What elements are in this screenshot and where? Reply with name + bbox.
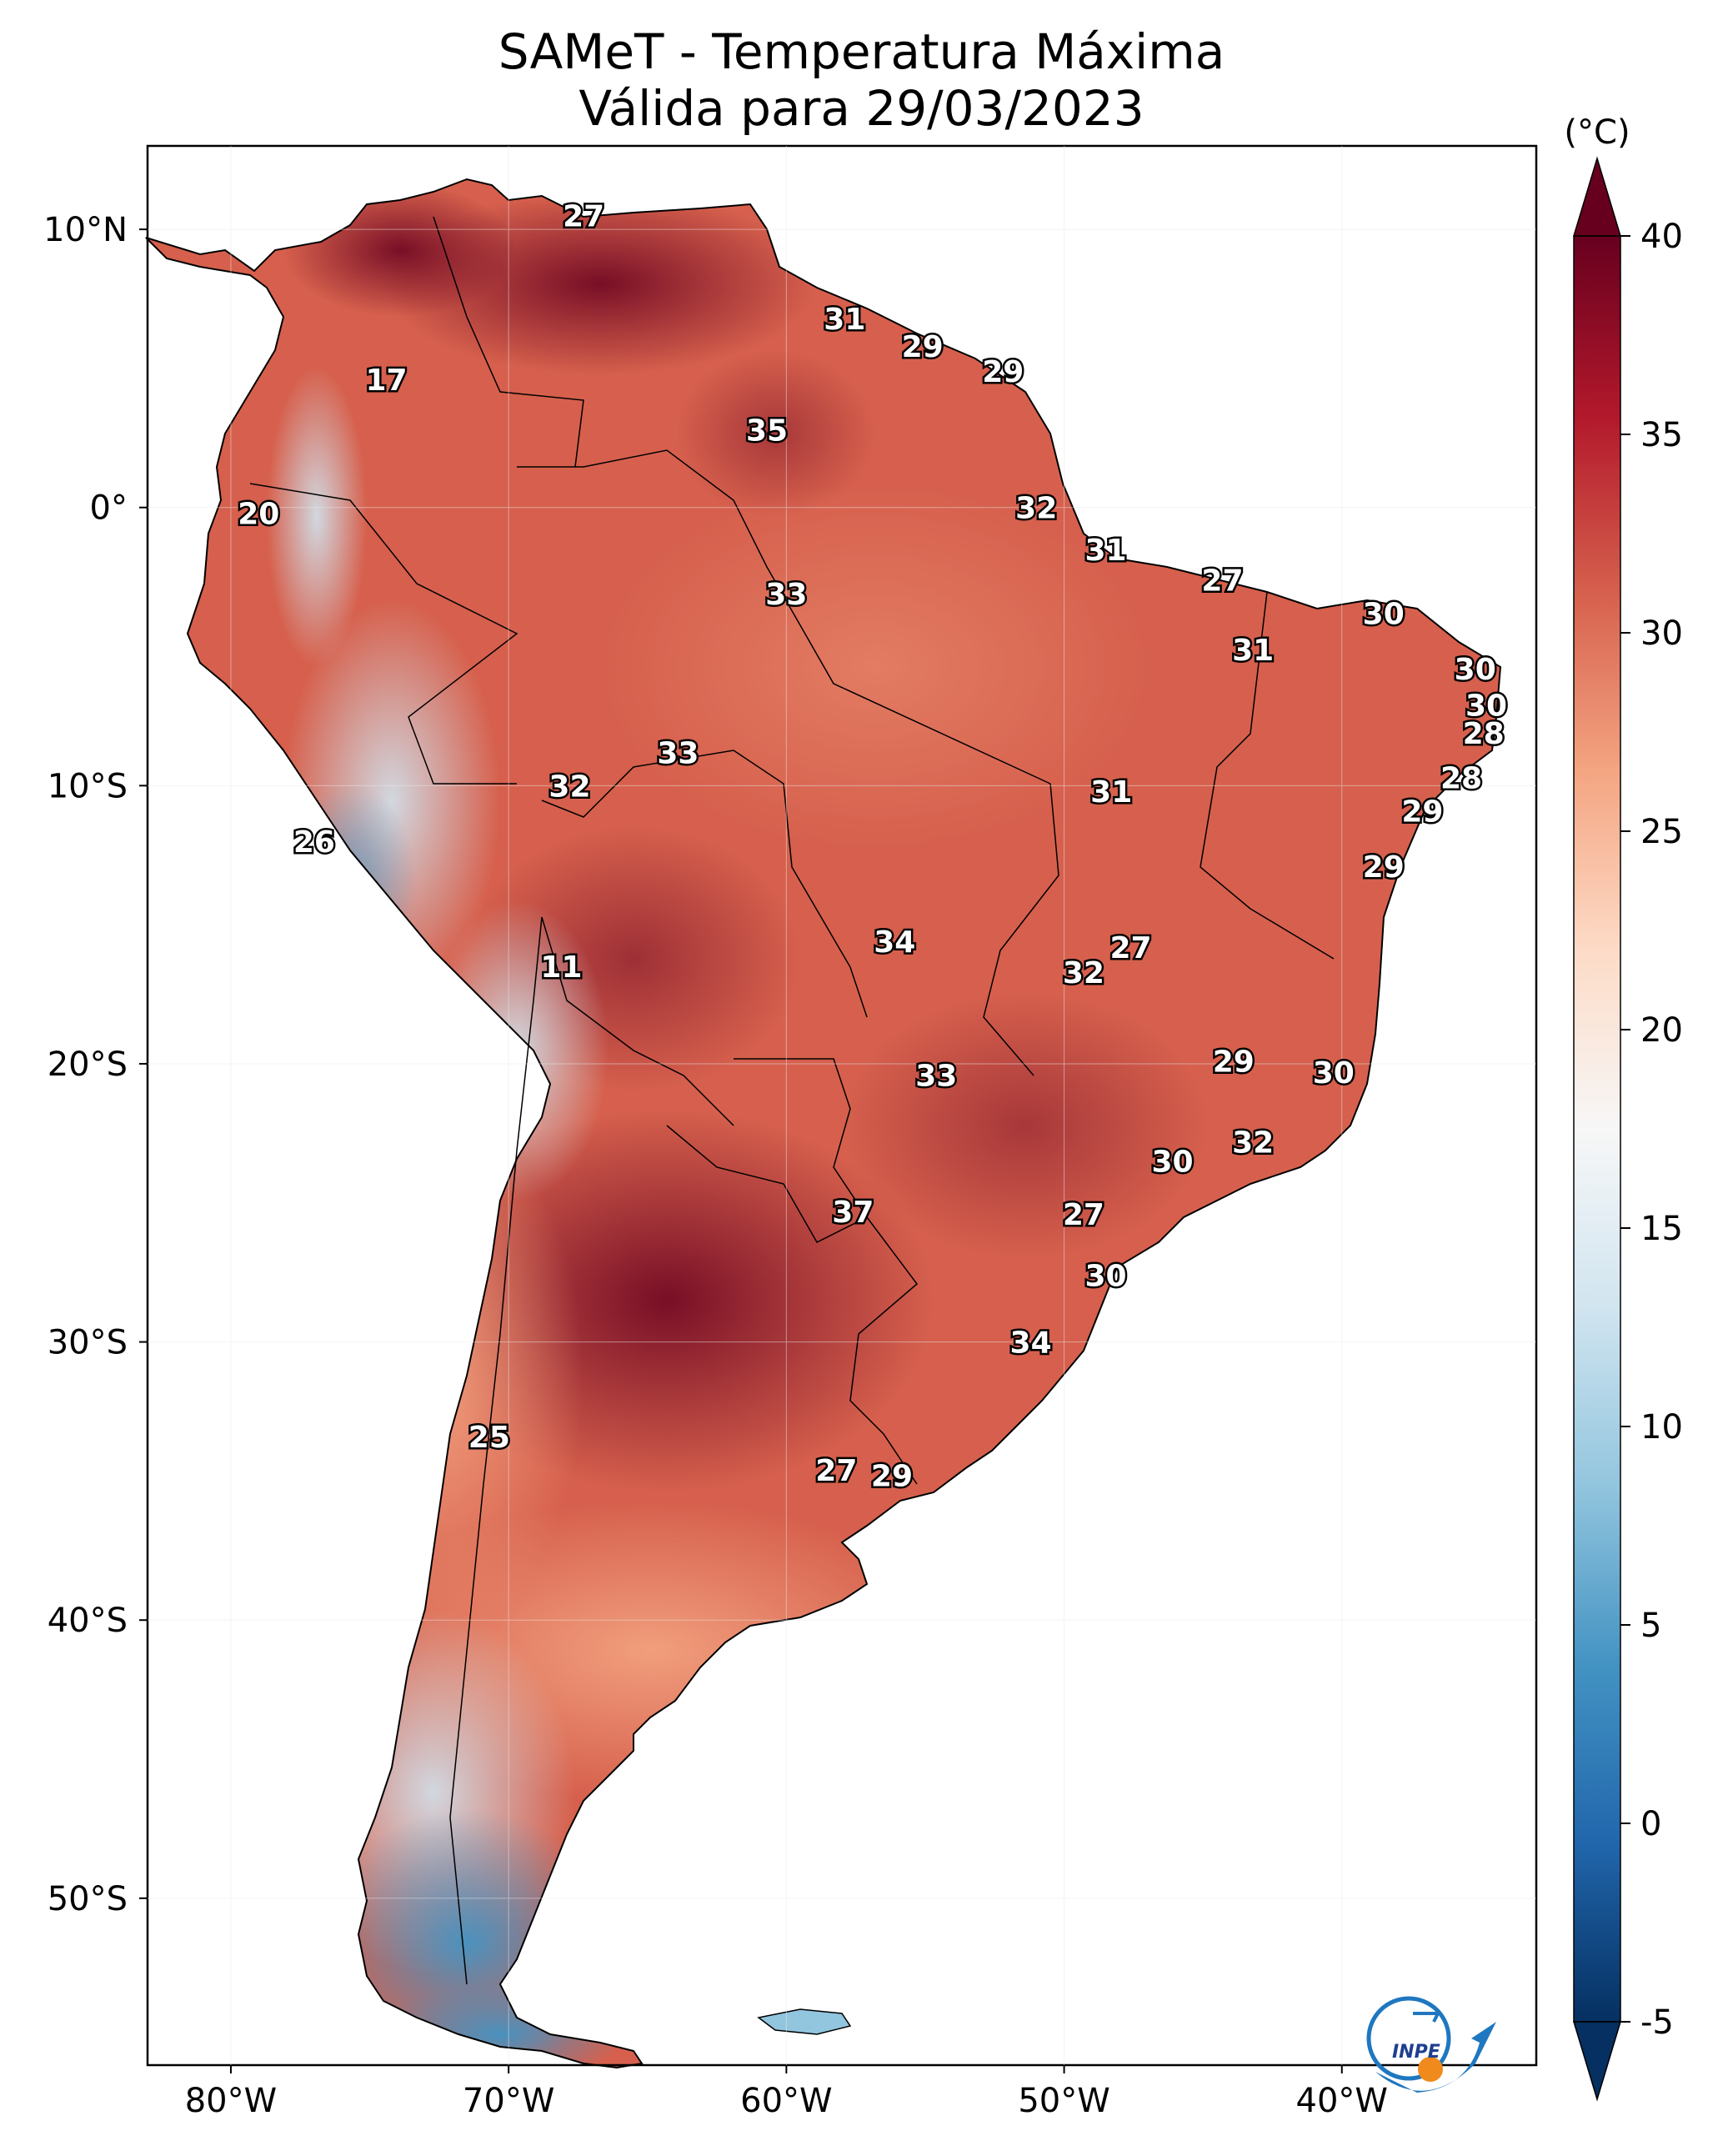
colorbar-tick-label: 20 <box>1640 1011 1683 1050</box>
colorbar-fill <box>1574 236 1620 2022</box>
lon-tick-label: 40°W <box>1296 2082 1388 2120</box>
lon-tick-label: 80°W <box>185 2082 277 2120</box>
station-temperature-label: 27 <box>1063 1198 1104 1232</box>
station-temperature-label: 33 <box>915 1059 957 1093</box>
station-temperature-label: 17 <box>365 364 407 398</box>
station-temperature-label: 35 <box>746 414 788 448</box>
colorbar-max-arrow <box>1572 156 1622 237</box>
station-temperature-label: 29 <box>1363 850 1405 885</box>
station-temperature-label: 29 <box>982 355 1024 389</box>
station-temperature-label: 27 <box>815 1454 857 1488</box>
station-temperature-label: 34 <box>1010 1326 1052 1361</box>
station-temperature-label: 31 <box>1232 634 1274 668</box>
colorbar-unit: (°C) <box>1564 113 1630 152</box>
logo-text: INPE <box>1392 2042 1440 2063</box>
logo-dot <box>1418 2057 1443 2082</box>
colorbar-tick-label: -5 <box>1640 2003 1674 2042</box>
lon-tick-label: 70°W <box>463 2082 554 2120</box>
map-subtitle: Válida para 29/03/2023 <box>579 80 1144 137</box>
lat-tick-label: 0° <box>90 489 128 528</box>
station-temperature-label: 20 <box>238 497 279 531</box>
lat-tick-label: 10°N <box>43 211 128 249</box>
station-temperature-label: 26 <box>293 825 335 860</box>
lat-tick-label: 10°S <box>48 767 128 805</box>
station-temperature-label: 29 <box>1213 1045 1255 1080</box>
colorbar-tick-label: 35 <box>1640 416 1683 454</box>
station-temperature-label: 31 <box>824 303 865 337</box>
station-temperature-label: 29 <box>1401 795 1443 829</box>
map-gridlines <box>148 146 1536 2065</box>
colorbar-tick-label: 15 <box>1640 1210 1683 1248</box>
station-temperature-label: 31 <box>1090 775 1132 810</box>
station-temperature-label: 27 <box>1109 931 1151 965</box>
station-temperature-label: 25 <box>468 1421 510 1455</box>
station-temperature-label: 34 <box>874 925 915 960</box>
station-temperature-label: 33 <box>657 736 699 770</box>
station-temperature-label: 28 <box>1463 717 1505 751</box>
station-temperature-label: 28 <box>1440 761 1482 795</box>
lat-tick-label: 40°S <box>48 1602 128 1640</box>
station-temperature-label: 32 <box>1015 492 1057 526</box>
station-temperature-label: 30 <box>1313 1056 1355 1091</box>
colorbar-ticks: 40 35 30 25 20 15 10 5 0 -5 <box>1620 218 1683 2042</box>
colorbar-tick-label: 0 <box>1640 1805 1661 1843</box>
longitude-axis: 80°W 70°W 60°W 50°W 40°W <box>185 2065 1388 2120</box>
map-border <box>146 144 1538 2067</box>
colorbar-outline <box>1573 235 1621 2023</box>
colorbar: 40 35 30 25 20 15 10 5 0 -5 (°C) <box>1564 113 1683 2102</box>
map-title: SAMeT - Temperatura Máxima <box>498 23 1225 80</box>
station-temperature-label: 30 <box>1084 1260 1126 1294</box>
station-temperature-label: 32 <box>1063 956 1104 990</box>
station-temperature-label: 30 <box>1465 689 1507 724</box>
lat-tick-label: 30°S <box>48 1324 128 1362</box>
lon-tick-label: 50°W <box>1018 2082 1109 2120</box>
colorbar-tick-label: 40 <box>1640 218 1683 256</box>
falkland-islands <box>757 2008 852 2035</box>
lat-tick-label: 50°S <box>48 1880 128 1918</box>
station-temperature-label: 29 <box>871 1460 913 1494</box>
station-temperature-label: 27 <box>563 199 604 233</box>
station-temperature-label: 30 <box>1151 1146 1193 1180</box>
station-temperature-label: 37 <box>832 1196 874 1230</box>
colorbar-tick-label: 25 <box>1640 813 1683 851</box>
station-temperature-label: 11 <box>540 950 582 985</box>
country-borders <box>249 216 1335 1985</box>
station-temperature-label: 32 <box>1232 1126 1274 1160</box>
colorbar-tick-label: 10 <box>1640 1408 1683 1447</box>
colorbar-tick-label: 5 <box>1640 1607 1661 1645</box>
lon-tick-label: 60°W <box>740 2082 832 2120</box>
station-temperature-label: 30 <box>1363 597 1405 631</box>
station-temperature-label: 32 <box>548 770 590 804</box>
station-temperature-label: 27 <box>1201 564 1243 598</box>
station-temperature-label: 33 <box>765 578 807 612</box>
station-temperature-label: 31 <box>1084 534 1126 568</box>
station-temperature-label: 30 <box>1455 653 1496 687</box>
inpe-logo: INPE <box>1366 1996 1496 2093</box>
logo-arrow <box>1413 2012 1441 2023</box>
latitude-axis: 10°N 0° 10°S 20°S 30°S 40°S 50°S <box>43 211 148 1918</box>
lat-tick-label: 20°S <box>48 1045 128 1084</box>
colorbar-min-arrow <box>1572 2021 1622 2102</box>
station-temperature-label: 29 <box>902 330 944 364</box>
logo-ring <box>1366 1996 1451 2081</box>
colorbar-tick-label: 30 <box>1640 614 1683 653</box>
